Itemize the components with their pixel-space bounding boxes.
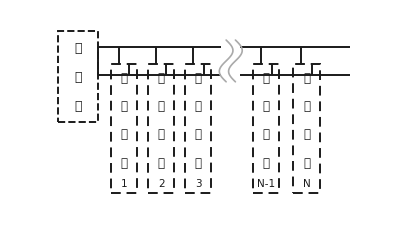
Text: 电: 电 bbox=[195, 72, 202, 84]
Text: 2: 2 bbox=[158, 178, 164, 188]
Text: 1: 1 bbox=[121, 178, 127, 188]
Text: 器: 器 bbox=[74, 100, 81, 112]
Text: 管: 管 bbox=[303, 156, 310, 169]
Text: 子: 子 bbox=[303, 100, 310, 112]
Text: 雷: 雷 bbox=[303, 128, 310, 141]
Text: 子: 子 bbox=[158, 100, 165, 112]
Text: 电: 电 bbox=[303, 72, 310, 84]
Text: 爆: 爆 bbox=[74, 71, 81, 84]
Text: 雷: 雷 bbox=[263, 128, 270, 141]
Text: 管: 管 bbox=[158, 156, 165, 169]
Text: 子: 子 bbox=[195, 100, 202, 112]
Text: 管: 管 bbox=[120, 156, 128, 169]
Text: 子: 子 bbox=[120, 100, 128, 112]
Text: 子: 子 bbox=[263, 100, 270, 112]
Text: N: N bbox=[303, 178, 310, 188]
Text: 管: 管 bbox=[263, 156, 270, 169]
Text: N-1: N-1 bbox=[257, 178, 275, 188]
Text: 电: 电 bbox=[120, 72, 128, 84]
Text: 管: 管 bbox=[195, 156, 202, 169]
Text: 起: 起 bbox=[74, 42, 81, 55]
Text: 电: 电 bbox=[263, 72, 270, 84]
Text: 电: 电 bbox=[158, 72, 165, 84]
Text: 雷: 雷 bbox=[158, 128, 165, 141]
Text: 雷: 雷 bbox=[120, 128, 128, 141]
Text: 3: 3 bbox=[195, 178, 201, 188]
Text: 雷: 雷 bbox=[195, 128, 202, 141]
